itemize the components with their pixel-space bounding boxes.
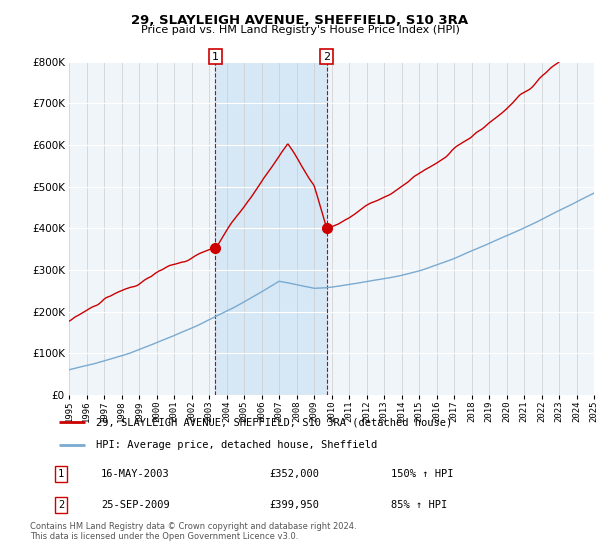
Text: 85% ↑ HPI: 85% ↑ HPI [391, 500, 448, 510]
Bar [215, 62, 327, 395]
Text: Price paid vs. HM Land Registry's House Price Index (HPI): Price paid vs. HM Land Registry's House … [140, 25, 460, 35]
Text: 1: 1 [58, 469, 64, 479]
Text: 29, SLAYLEIGH AVENUE, SHEFFIELD, S10 3RA (detached house): 29, SLAYLEIGH AVENUE, SHEFFIELD, S10 3RA… [95, 417, 452, 427]
Text: £352,000: £352,000 [270, 469, 320, 479]
Text: 25-SEP-2009: 25-SEP-2009 [101, 500, 170, 510]
Text: HPI: Average price, detached house, Sheffield: HPI: Average price, detached house, Shef… [95, 440, 377, 450]
Text: 29, SLAYLEIGH AVENUE, SHEFFIELD, S10 3RA: 29, SLAYLEIGH AVENUE, SHEFFIELD, S10 3RA [131, 14, 469, 27]
Text: £399,950: £399,950 [270, 500, 320, 510]
Text: 2: 2 [323, 52, 331, 62]
Text: 1: 1 [212, 52, 219, 62]
Text: 150% ↑ HPI: 150% ↑ HPI [391, 469, 454, 479]
Text: 2: 2 [58, 500, 64, 510]
Text: Contains HM Land Registry data © Crown copyright and database right 2024.
This d: Contains HM Land Registry data © Crown c… [30, 522, 356, 542]
Text: 16-MAY-2003: 16-MAY-2003 [101, 469, 170, 479]
